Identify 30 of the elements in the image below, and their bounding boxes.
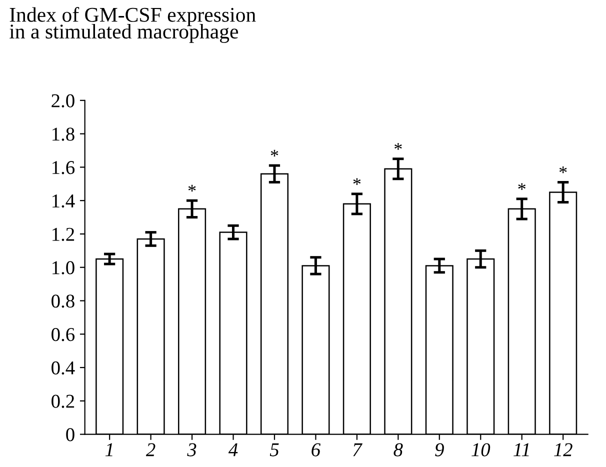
x-tick-label: 12 xyxy=(554,443,572,456)
y-tick-label: 1.0 xyxy=(52,261,74,274)
y-tick-label: 0.6 xyxy=(52,328,75,342)
y-tick-label: 0.8 xyxy=(52,294,74,308)
x-tick-label: 6 xyxy=(312,443,320,456)
y-tick-label: 1.4 xyxy=(52,194,75,208)
annotation: * xyxy=(188,184,196,192)
y-tick-label: 1.8 xyxy=(52,128,74,141)
x-tick-label: 4 xyxy=(228,443,238,456)
annotation: * xyxy=(353,178,361,185)
chart-title: Index of GM-CSF expression in a stimulated macrophage xyxy=(10,7,256,43)
x-tick-label: 8 xyxy=(394,443,403,456)
y-tick-label: 2.0 xyxy=(52,94,74,108)
y-tick-label: 1.2 xyxy=(52,228,74,241)
y-tick-label: 1.6 xyxy=(52,161,75,174)
x-tick-label: 5 xyxy=(270,443,279,456)
annotation: * xyxy=(559,166,567,174)
y-tick-label: 0.4 xyxy=(52,361,75,375)
x-tick-label: 3 xyxy=(187,443,196,456)
x-tick-label: 10 xyxy=(472,443,490,456)
x-tick-label: 11 xyxy=(514,443,529,456)
y-tick-label: 0 xyxy=(66,428,74,442)
x-tick-label: 7 xyxy=(353,443,362,456)
x-tick-label: 1 xyxy=(105,443,112,456)
annotation: * xyxy=(518,183,526,190)
y-tick-label: 0.2 xyxy=(52,394,74,408)
annotation: * xyxy=(394,143,402,150)
annotation: * xyxy=(270,150,278,156)
x-tick-label: 9 xyxy=(435,443,444,456)
x-tick-label: 2 xyxy=(146,443,156,456)
